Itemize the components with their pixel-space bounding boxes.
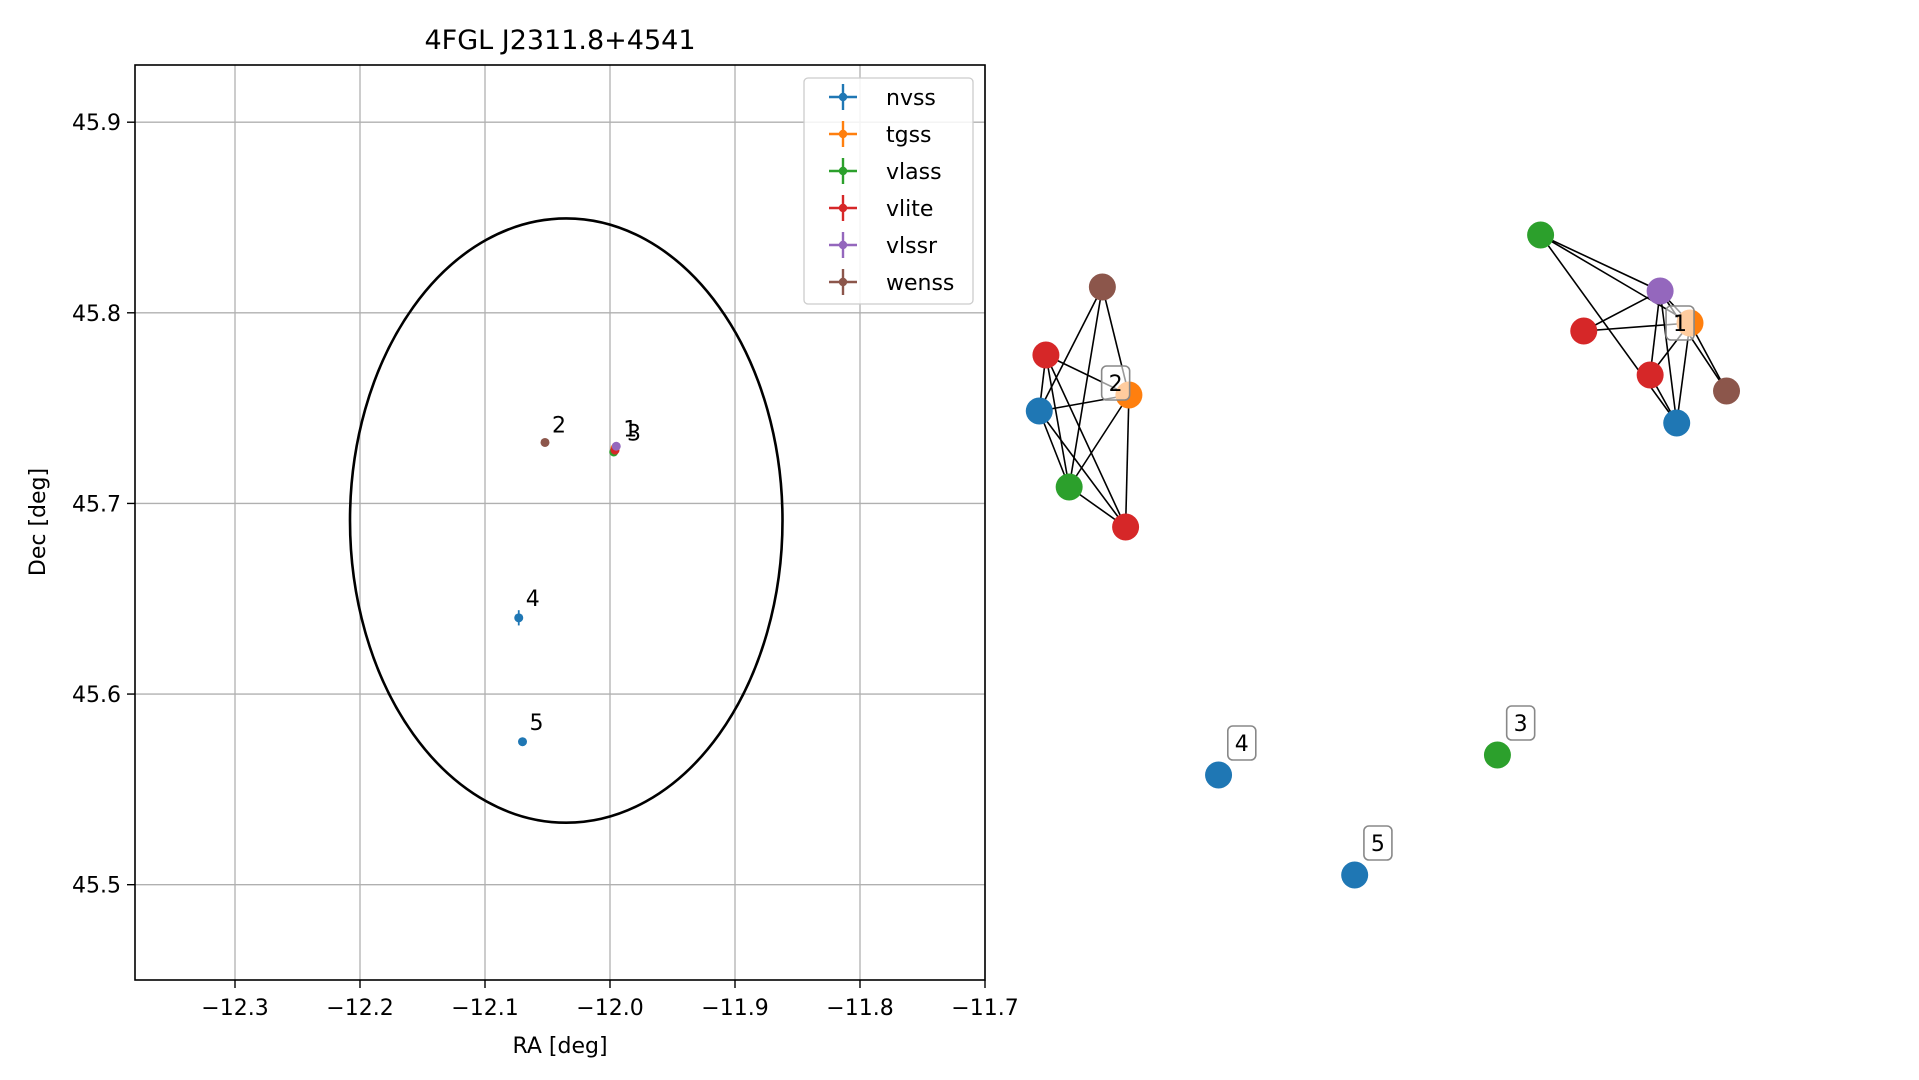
cluster-label: 1	[1665, 305, 1695, 341]
x-tick-label: −11.8	[826, 996, 893, 1021]
cluster-label-text: 5	[1371, 832, 1385, 857]
edges-layer	[1038, 234, 1728, 528]
graph-node-vlite	[1112, 513, 1140, 541]
graph-node-vlass	[1483, 741, 1511, 769]
network-graph: 1 2 3 4 5	[1025, 221, 1741, 889]
graph-edge	[1649, 290, 1661, 376]
y-tick-label: 45.7	[72, 492, 121, 517]
cluster-label-box	[1665, 305, 1695, 341]
legend-marker-dot	[838, 277, 848, 287]
legend-label-nvss: nvss	[886, 86, 936, 111]
legend-marker-dot	[838, 203, 848, 213]
graph-edge	[1068, 394, 1130, 488]
source-point-vlssr	[611, 441, 621, 451]
source-label: 1	[623, 417, 637, 442]
cluster-label-box	[1227, 725, 1257, 761]
nodes-layer	[1025, 221, 1741, 889]
points-layer	[514, 437, 621, 747]
source-label: 4	[526, 587, 540, 612]
graph-edge	[1045, 354, 1070, 488]
legend-marker-dot	[838, 129, 848, 139]
graph-node-vlite	[1570, 317, 1598, 345]
legend-items: nvss tgss vlass vlite vlssr wenss	[829, 84, 954, 296]
graph-node-vlass	[1527, 221, 1555, 249]
source-point-nvss	[514, 613, 524, 623]
legend-label-tgss: tgss	[886, 123, 932, 148]
legend-marker-dot	[838, 166, 848, 176]
graph-edge	[1068, 286, 1104, 488]
x-axis-label: RA [deg]	[512, 1034, 607, 1059]
legend-label-vlssr: vlssr	[886, 234, 938, 259]
graph-node-nvss	[1205, 761, 1233, 789]
x-tick-label: −12.2	[326, 996, 393, 1021]
x-tick-label: −12.3	[201, 996, 268, 1021]
cluster-label-text: 3	[1514, 712, 1528, 737]
source-point-wenss	[540, 437, 550, 447]
x-ticks: −12.3 −12.2 −12.1 −12.0 −11.9 −11.8 −11.7	[201, 980, 1019, 1021]
graph-node-vlite	[1636, 361, 1664, 389]
y-tick-label: 45.8	[72, 302, 121, 327]
graph-edge	[1659, 290, 1678, 424]
graph-node-vlite	[1032, 341, 1060, 369]
graph-edge	[1038, 286, 1104, 412]
source-label: 5	[530, 711, 544, 736]
legend-marker-dot	[838, 240, 848, 250]
cluster-label-box	[1505, 705, 1536, 741]
x-tick-label: −11.7	[951, 996, 1018, 1021]
graph-edge	[1038, 410, 1127, 528]
legend: nvss tgss vlass vlite vlssr wenss	[803, 77, 974, 305]
source-label: 3	[627, 421, 641, 446]
y-ticks: 45.5 45.6 45.7 45.8 45.9	[72, 111, 135, 899]
node-labels-layer: 1 2 3 4 5	[1100, 305, 1695, 861]
cluster-label-box	[1363, 825, 1393, 861]
x-tick-label: −12.0	[576, 996, 643, 1021]
x-tick-label: −11.9	[701, 996, 768, 1021]
legend-marker-dot	[838, 92, 848, 102]
graph-node-vlass	[1055, 473, 1083, 501]
graph-node-nvss	[1663, 409, 1691, 437]
graph-edge	[1045, 354, 1127, 528]
graph-edge	[1583, 290, 1661, 332]
y-tick-label: 45.6	[72, 683, 121, 708]
y-tick-label: 45.9	[72, 111, 121, 136]
cluster-label: 3	[1505, 705, 1536, 741]
localization-ellipse	[348, 217, 784, 825]
graph-edge	[1124, 394, 1130, 528]
plot-title: 4FGL J2311.8+4541	[424, 25, 695, 56]
source-label: 2	[552, 414, 566, 439]
legend-label-vlite: vlite	[886, 197, 933, 222]
x-tick-label: −12.1	[451, 996, 518, 1021]
graph-node-nvss	[1341, 861, 1369, 889]
cluster-label: 2	[1100, 365, 1131, 401]
graph-node-nvss	[1025, 397, 1053, 425]
graph-edge	[1540, 234, 1691, 324]
source-point-nvss	[518, 737, 527, 747]
axes-frame	[134, 64, 986, 981]
cluster-label-text: 4	[1235, 732, 1249, 757]
cluster-label-text: 2	[1109, 372, 1123, 397]
legend-label-vlass: vlass	[886, 160, 942, 185]
graph-edge	[1038, 410, 1070, 488]
cluster-label-box	[1100, 365, 1131, 401]
y-tick-label: 45.5	[72, 874, 121, 899]
point-labels-layer: 13 2 4 5	[526, 414, 641, 736]
legend-label-wenss: wenss	[886, 271, 954, 296]
graph-edge	[1540, 234, 1661, 292]
graph-node-wenss	[1713, 377, 1741, 405]
cluster-label: 4	[1227, 725, 1257, 761]
graph-node-vlssr	[1646, 277, 1674, 305]
y-axis-label: Dec [deg]	[26, 468, 51, 576]
graph-node-wenss	[1088, 273, 1116, 301]
cluster-label: 5	[1363, 825, 1393, 861]
localization-ellipse-layer	[348, 217, 784, 825]
cluster-label-text: 1	[1673, 312, 1687, 337]
